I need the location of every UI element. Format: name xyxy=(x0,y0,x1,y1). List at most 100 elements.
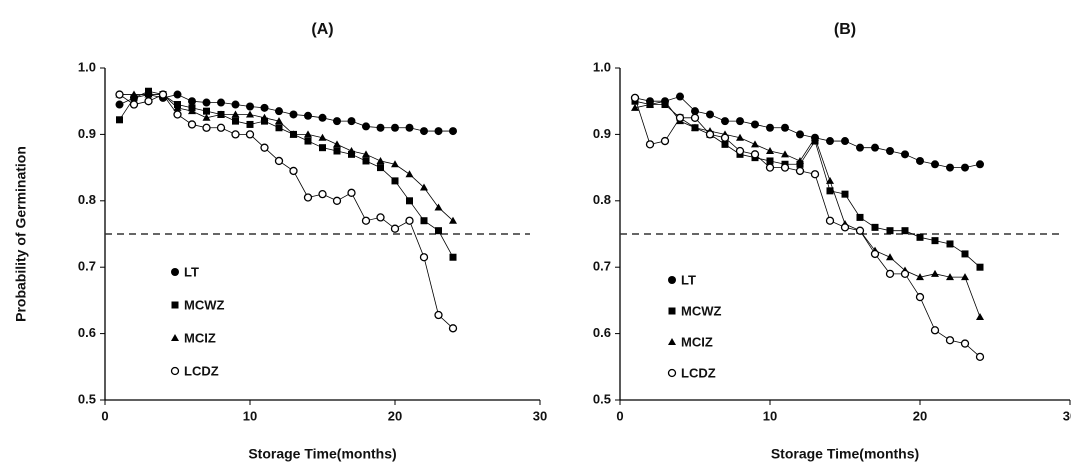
panel-title: (A) xyxy=(311,21,333,38)
marker xyxy=(203,107,210,115)
marker xyxy=(661,101,669,109)
series-line xyxy=(119,90,454,258)
legend-label: MCWZ xyxy=(681,303,721,318)
legend-marker xyxy=(668,338,676,345)
marker xyxy=(435,227,442,235)
marker xyxy=(960,339,970,348)
marker xyxy=(303,193,313,202)
marker xyxy=(376,156,385,164)
marker xyxy=(826,187,834,195)
marker xyxy=(420,217,428,225)
marker xyxy=(390,224,400,233)
marker xyxy=(434,127,443,136)
x-tick-label: 20 xyxy=(913,408,927,423)
legend-marker xyxy=(668,307,676,315)
marker xyxy=(766,123,774,132)
marker xyxy=(348,150,355,158)
marker xyxy=(945,336,955,345)
marker xyxy=(886,147,894,155)
marker xyxy=(796,160,804,168)
marker xyxy=(961,250,969,258)
marker xyxy=(173,110,182,119)
marker xyxy=(661,97,669,105)
marker xyxy=(811,133,819,141)
marker xyxy=(261,117,268,125)
marker xyxy=(449,216,457,224)
marker xyxy=(826,137,834,146)
marker xyxy=(115,90,124,99)
marker xyxy=(376,123,385,132)
marker xyxy=(391,160,399,168)
marker xyxy=(231,110,240,118)
marker xyxy=(245,130,255,139)
marker xyxy=(449,127,457,136)
y-tick-label: 1.0 xyxy=(78,59,96,74)
panel: (A) Storage Time(months) Probability of Ge… xyxy=(13,21,548,461)
y-tick-label: 0.6 xyxy=(593,325,611,340)
series-line xyxy=(634,100,981,268)
panel-title: (B) xyxy=(834,21,856,38)
marker xyxy=(304,130,312,138)
marker xyxy=(841,190,849,198)
marker xyxy=(202,113,211,121)
marker xyxy=(274,156,284,166)
marker xyxy=(930,326,940,335)
marker xyxy=(217,98,225,107)
marker xyxy=(931,237,939,245)
marker xyxy=(721,117,729,126)
marker xyxy=(332,196,342,205)
x-tick-label: 10 xyxy=(243,408,257,423)
legend-marker xyxy=(667,368,677,378)
marker xyxy=(946,163,954,172)
marker xyxy=(736,133,744,141)
marker xyxy=(751,140,759,148)
marker xyxy=(840,223,850,232)
marker xyxy=(318,133,327,141)
marker xyxy=(420,127,428,136)
marker xyxy=(377,164,384,172)
marker xyxy=(765,163,775,172)
marker xyxy=(362,150,370,158)
y-tick-label: 0.9 xyxy=(78,126,96,141)
marker xyxy=(916,156,924,165)
y-tick-label: 0.8 xyxy=(593,192,611,207)
marker xyxy=(391,177,399,185)
marker xyxy=(275,107,283,116)
y-tick-label: 1.0 xyxy=(593,59,611,74)
marker xyxy=(406,197,413,205)
marker xyxy=(855,226,865,235)
y-tick-label: 0.8 xyxy=(78,192,96,207)
series-line xyxy=(634,96,981,168)
marker xyxy=(781,123,789,132)
marker xyxy=(645,140,655,149)
marker xyxy=(246,110,254,118)
marker xyxy=(130,94,138,102)
y-tick-label: 0.5 xyxy=(78,391,96,406)
marker xyxy=(318,190,327,199)
marker xyxy=(946,273,954,281)
marker xyxy=(130,90,138,98)
marker xyxy=(916,273,924,281)
marker xyxy=(362,157,370,165)
marker xyxy=(975,352,985,361)
marker xyxy=(260,113,269,121)
marker xyxy=(631,103,639,111)
marker xyxy=(961,273,969,281)
marker xyxy=(216,123,226,132)
marker xyxy=(246,102,254,111)
marker xyxy=(690,113,700,122)
marker xyxy=(173,103,182,111)
series-line xyxy=(634,100,981,318)
marker xyxy=(202,98,211,107)
y-tick-label: 0.9 xyxy=(593,126,611,141)
x-axis-label: Storage Time(months) xyxy=(248,446,396,462)
marker xyxy=(260,103,269,112)
marker xyxy=(318,113,327,122)
marker xyxy=(780,163,790,172)
panel: (B) Storage Time(months) 0.5 0.6 0.7 0.8 0.9 1.… xyxy=(593,21,1071,461)
marker xyxy=(333,147,341,155)
marker xyxy=(188,97,196,106)
marker xyxy=(856,143,864,152)
x-tick-label: 0 xyxy=(616,408,623,423)
marker xyxy=(646,100,654,108)
